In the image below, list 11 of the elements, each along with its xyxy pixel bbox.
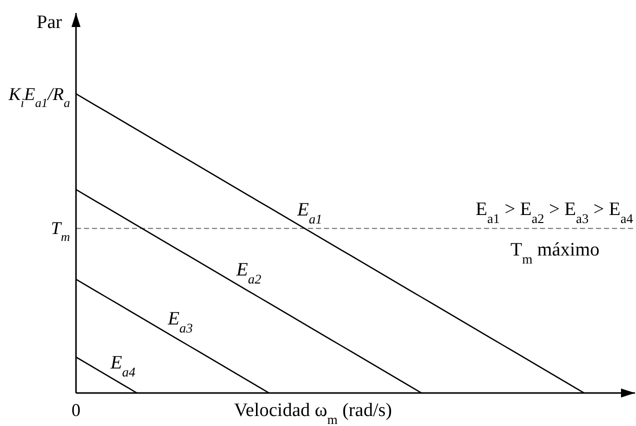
x-axis-title: Velocidad ω$_{m}$ (rad/s) — [234, 400, 392, 426]
annotation: E$_{a1}$ > E$_{a2}$ > E$_{a3}$ > E$_{a4}$ — [476, 199, 634, 226]
text: 0 — [72, 400, 80, 420]
ref-line-label: T$_{m}$ máximo — [510, 239, 600, 266]
text: K$_{i}$E$_{a1}$/R$_{a}$ — [8, 84, 70, 110]
series-label: E$_{a4}$ — [110, 352, 136, 380]
series-label: E$_{a2}$ — [235, 259, 262, 286]
series-label: E$_{a3}$ — [166, 308, 194, 336]
y-axis-title: Par — [36, 12, 63, 33]
text: T$_{m}$ — [50, 218, 70, 244]
series-label: E$_{a1}$ — [296, 199, 322, 226]
